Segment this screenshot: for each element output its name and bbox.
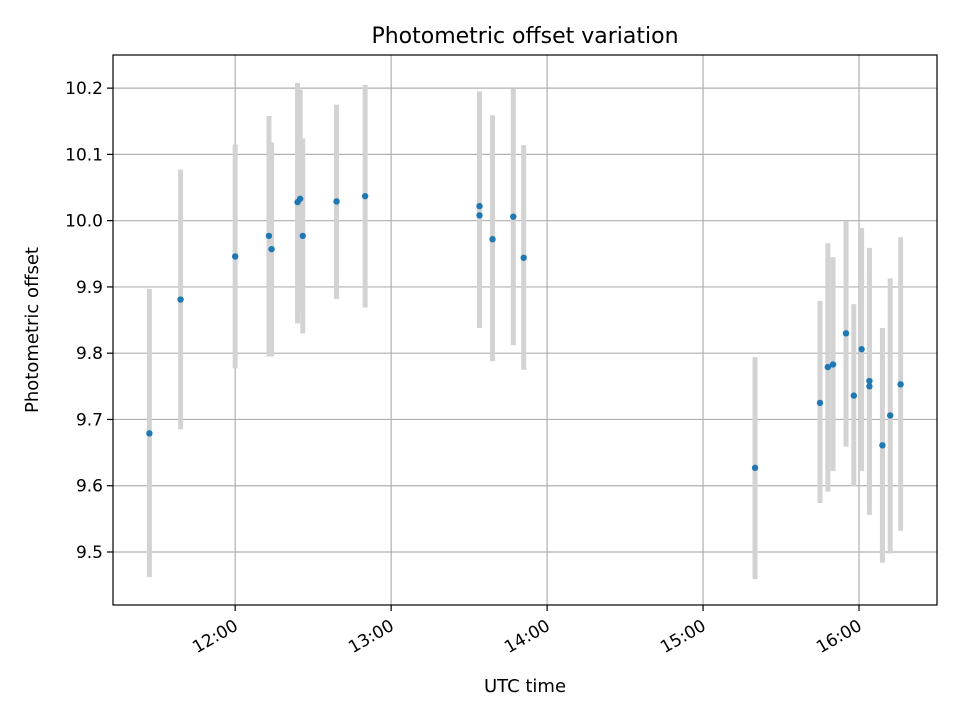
y-axis-label: Photometric offset <box>22 247 43 413</box>
y-tick-label: 9.5 <box>76 543 103 563</box>
y-tick-label: 10.0 <box>65 212 103 232</box>
y-tick-label: 9.8 <box>76 344 103 364</box>
data-point <box>842 330 850 337</box>
data-point <box>361 192 369 200</box>
data-point <box>231 253 239 260</box>
data-points <box>146 192 904 472</box>
data-point <box>476 202 483 210</box>
data-point <box>177 296 184 303</box>
data-point <box>296 195 304 202</box>
data-point <box>897 381 904 388</box>
data-point <box>268 245 275 253</box>
data-point <box>489 236 496 243</box>
y-tick-label: 9.7 <box>76 410 103 430</box>
chart-title: Photometric offset variation <box>371 24 678 49</box>
data-point <box>866 383 873 390</box>
y-tick-label: 10.1 <box>65 145 103 165</box>
plot-frame <box>112 54 938 606</box>
x-axis-label: UTC time <box>484 676 566 697</box>
y-tick-label: 9.9 <box>76 278 103 298</box>
data-point <box>887 412 894 419</box>
y-tick-label: 10.2 <box>65 79 103 99</box>
data-point <box>476 212 483 219</box>
data-point <box>866 377 873 385</box>
y-axis-ticks: 9.5 9.6 9.7 9.8 9.9 10.0 10.1 10.2 <box>65 79 113 563</box>
y-tick-label: 9.6 <box>76 477 103 497</box>
data-point <box>146 430 153 437</box>
data-point <box>858 346 865 353</box>
data-point <box>299 232 306 240</box>
data-point <box>751 464 759 472</box>
data-point <box>333 198 340 205</box>
data-point <box>816 399 824 407</box>
data-point <box>824 363 832 371</box>
data-point <box>510 213 517 220</box>
data-point <box>850 392 858 399</box>
data-point <box>829 361 837 368</box>
data-point <box>265 232 273 240</box>
data-point <box>520 254 527 261</box>
data-point <box>879 442 886 449</box>
